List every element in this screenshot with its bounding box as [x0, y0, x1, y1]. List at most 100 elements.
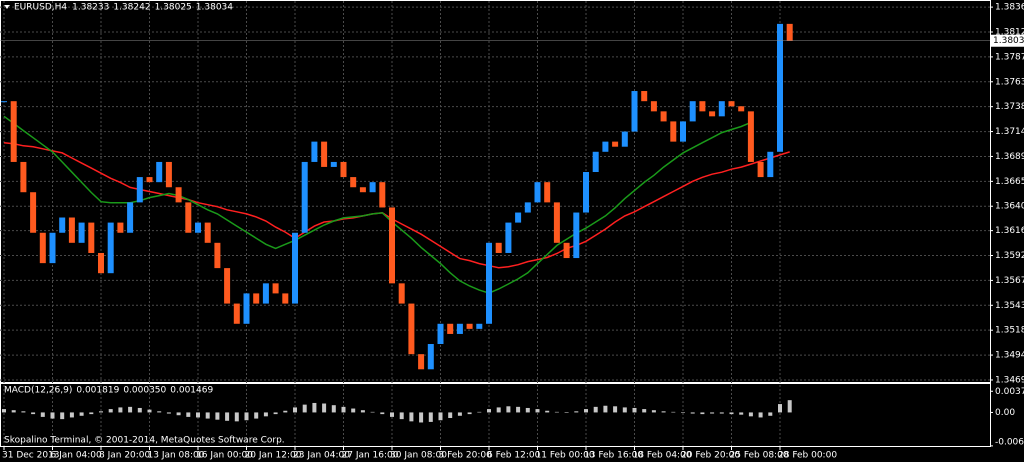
macd-bar: [467, 412, 472, 415]
y-tick-label: 1.37875: [995, 52, 1024, 62]
macd-bar: [487, 409, 491, 413]
macd-bar: [642, 409, 647, 413]
y-tick-label: 1.38365: [995, 3, 1024, 13]
candle: [515, 212, 522, 223]
price-frame: [0, 0, 991, 383]
macd-bar: [380, 412, 385, 415]
candle: [262, 283, 269, 304]
candle: [728, 101, 735, 107]
y-tick-label: 1.37630: [995, 77, 1024, 87]
candle: [689, 101, 696, 122]
y-tick-label: 1.35920: [995, 251, 1024, 261]
macd-bar: [574, 411, 579, 413]
macd-bar: [293, 407, 297, 413]
candle: [398, 283, 405, 304]
x-tick-label: 28 Feb 00:00: [778, 451, 837, 461]
candle: [418, 354, 425, 370]
candle: [175, 187, 182, 203]
x-tick-label: 13 Jan 08:00: [148, 451, 205, 461]
x-tick-label: 6 Jan 04:00: [51, 451, 103, 461]
candle: [214, 242, 221, 269]
candle: [359, 187, 366, 193]
macd-bar: [225, 412, 230, 421]
candle: [456, 323, 463, 334]
candle: [563, 242, 570, 259]
candle: [321, 141, 328, 167]
macd-bar: [778, 404, 782, 413]
macd-bar: [21, 411, 26, 413]
candle: [340, 161, 347, 178]
candle: [738, 106, 745, 112]
candle: [185, 202, 192, 233]
macd-bar: [118, 407, 123, 413]
candle: [583, 172, 589, 213]
macd-bar: [409, 412, 414, 422]
candle: [136, 177, 143, 203]
macd-bar: [671, 411, 676, 413]
indicator-line: [3, 141, 790, 269]
x-tick-label: 18 Feb 04:00: [633, 451, 692, 461]
macd-bar: [525, 407, 530, 413]
macd-bar: [681, 412, 685, 413]
macd-bar: [438, 412, 443, 421]
macd-bar: [622, 407, 627, 413]
macd-bar: [535, 409, 540, 413]
macd-bar: [448, 412, 453, 419]
candle: [592, 151, 599, 173]
macd-bar: [545, 410, 550, 413]
macd-bar: [690, 412, 695, 414]
x-tick-label: 3 Feb 20:00: [439, 451, 493, 461]
y-tick-label: 0.003799: [995, 387, 1024, 397]
last-price-box: [991, 34, 1024, 47]
candle: [68, 217, 75, 243]
macd-bar: [632, 407, 637, 413]
candle: [534, 182, 541, 203]
macd-bar: [758, 412, 763, 418]
x-tick-label: 31 Dec 2013: [2, 451, 60, 461]
macd-bar: [302, 404, 307, 413]
candle: [156, 161, 163, 183]
candle: [641, 91, 648, 102]
macd-bar: [99, 411, 103, 413]
macd-bar: [215, 412, 220, 420]
candle: [767, 151, 774, 178]
menu-arrow[interactable]: [4, 5, 10, 9]
macd-bar: [787, 400, 792, 413]
macd-bar: [69, 412, 74, 418]
macd-bar: [2, 409, 6, 413]
ohlc-value: 1.38233: [72, 3, 109, 13]
candle: [486, 242, 492, 324]
macd-bar: [79, 412, 84, 416]
macd-bar: [176, 412, 181, 416]
macd-bar: [554, 411, 559, 413]
last-price-label: 1.38034: [993, 36, 1024, 46]
macd-bar: [603, 405, 608, 413]
macd-bar: [351, 408, 356, 413]
macd-bar: [390, 412, 394, 417]
y-tick-label: 1.36650: [995, 177, 1024, 187]
macd-bar: [147, 409, 152, 413]
x-tick-label: 11 Feb 00:00: [536, 451, 595, 461]
macd-bar: [331, 405, 336, 413]
candle: [146, 177, 153, 183]
x-tick-label: 27 Jan 16:00: [342, 451, 399, 461]
macd-bar: [584, 409, 588, 413]
candle: [330, 161, 337, 167]
candle: [777, 23, 783, 152]
macd-bar: [729, 412, 734, 415]
macd-bar: [768, 412, 773, 416]
macd-bar: [719, 412, 724, 414]
y-tick-label: 1.34940: [995, 351, 1024, 361]
x-tick-label: 16 Jan 00:00: [196, 451, 253, 461]
macd-bar: [428, 412, 433, 422]
macd-bar: [108, 409, 113, 413]
candle: [243, 293, 250, 324]
candle: [747, 111, 754, 162]
candle: [466, 323, 473, 329]
symbol-title: EURUSD,H4: [14, 3, 67, 13]
macd-bar: [651, 410, 656, 413]
macd-title: MACD(12,26,9): [4, 386, 72, 396]
candle: [524, 202, 531, 213]
candle: [78, 222, 85, 243]
macd-bar: [700, 412, 705, 415]
